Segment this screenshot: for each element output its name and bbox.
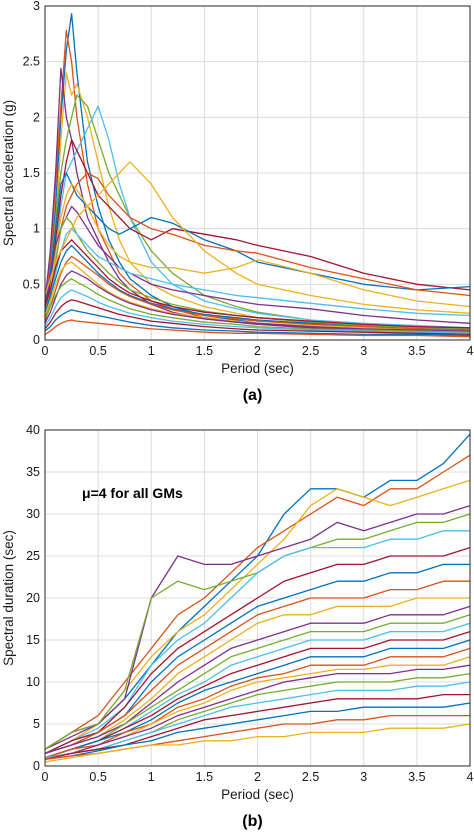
series-line-a-17 (44, 261, 471, 332)
x-tick-label: 3.5 (408, 770, 425, 784)
series-line-a-12 (44, 216, 471, 330)
y-tick-label: 40 (26, 423, 40, 437)
x-tick-label: 2 (254, 770, 261, 784)
x-tick-label: 3 (360, 770, 367, 784)
series-line-b-12 (44, 614, 471, 759)
series-line-b-10 (44, 597, 470, 755)
series-line-a-18 (44, 270, 471, 332)
series-line-b-15 (44, 639, 471, 759)
y-tick-label: 1.5 (23, 166, 40, 180)
series-line-a-21 (44, 299, 471, 336)
x-tick-labels-a: 0 0.5 1 1.5 2 2.5 3 3.5 4 (42, 344, 474, 358)
y-tick-labels-b: 0 5 10 15 20 25 30 35 40 (26, 423, 40, 773)
series-line-a-10 (44, 183, 471, 313)
x-tick-label: 1 (148, 770, 155, 784)
series-line-a-13 (44, 228, 471, 318)
plot-frame-b (44, 429, 471, 767)
y-tick-label: 0 (33, 759, 40, 773)
y-tick-label: 3 (33, 0, 40, 13)
y-tick-label: 35 (26, 465, 40, 479)
series-line-a-22 (44, 309, 471, 337)
series-line-a-14 (44, 239, 471, 329)
series-line-b-7 (44, 546, 471, 754)
series-line-b-16 (44, 647, 471, 759)
series-line-b-2 (44, 454, 471, 750)
x-tick-label: 1 (148, 344, 155, 358)
x-tick-label: 0 (42, 344, 49, 358)
panel-label-b: (b) (242, 813, 262, 830)
series-layer-b (44, 433, 471, 763)
series-line-b-22 (44, 702, 471, 760)
x-tick-label: 2.5 (302, 770, 319, 784)
series-line-a-24 (44, 161, 471, 314)
x-tick-labels-b: 0 0.5 1 1.5 2 2.5 3 3.5 4 (42, 770, 474, 784)
x-tick-label: 0 (42, 770, 49, 784)
x-tick-label: 3.5 (408, 344, 425, 358)
series-line-b-24 (44, 723, 471, 763)
x-tick-label: 3 (360, 344, 367, 358)
series-line-b-4 (44, 504, 471, 750)
series-line-b-11 (44, 605, 471, 755)
y-tick-label: 1 (33, 222, 40, 236)
y-tick-label: 0.5 (23, 277, 40, 291)
series-line-a-6 (44, 105, 471, 329)
series-line-a-23 (44, 319, 471, 338)
panel-label-a: (a) (243, 387, 263, 404)
series-line-b-6 (44, 530, 470, 754)
series-line-b-18 (44, 664, 471, 759)
series-line-a-9 (44, 172, 471, 318)
y-tick-label: 25 (26, 549, 40, 563)
y-axis-label-a: Spectral acceleration (g) (1, 100, 16, 246)
y-tick-label: 0 (33, 333, 40, 347)
x-tick-label: 2.5 (302, 344, 319, 358)
y-tick-label: 20 (26, 591, 40, 605)
x-tick-label: 0.5 (89, 770, 106, 784)
series-line-a-20 (44, 289, 471, 334)
series-line-b-9 (44, 580, 470, 755)
x-tick-label: 1.5 (196, 770, 213, 784)
series-layer-a (44, 13, 471, 338)
x-tick-label: 2 (254, 344, 261, 358)
y-tick-label: 2.5 (23, 55, 40, 69)
y-tick-label: 5 (33, 717, 40, 731)
series-line-a-15 (44, 244, 471, 331)
y-tick-label: 10 (26, 675, 40, 689)
series-line-a-19 (44, 278, 471, 333)
x-tick-label: 4 (467, 770, 474, 784)
annotation-b: μ=4 for all GMs (82, 485, 183, 501)
series-line-a-7 (44, 138, 471, 313)
series-line-a-4 (44, 67, 471, 333)
series-line-b-20 (44, 681, 471, 759)
y-axis-label-b: Spectral duration (sec) (1, 530, 16, 666)
y-tick-label: 2 (33, 110, 40, 124)
y-tick-label: 30 (26, 507, 40, 521)
y-tick-label: 15 (26, 633, 40, 647)
chart-panel-a: 0 0.5 1 1.5 2 2.5 3 3.5 4 0 0.5 1 1.5 2 2.5 3 Period (… (1, 0, 474, 404)
x-axis-label-a: Period (sec) (221, 361, 294, 376)
plot-frame-a (44, 5, 471, 341)
x-tick-label: 0.5 (89, 344, 106, 358)
x-tick-label: 1.5 (196, 344, 213, 358)
series-line-a-8 (44, 172, 471, 307)
x-axis-label-b: Period (sec) (221, 787, 294, 802)
series-line-b-14 (44, 630, 471, 759)
chart-panel-b: 0 0.5 1 1.5 2 2.5 3 3.5 4 0 5 10 15 20 25 30 35 40 Perio… (1, 423, 474, 830)
x-tick-label: 4 (467, 344, 474, 358)
y-tick-labels-a: 0 0.5 1 1.5 2 2.5 3 (23, 0, 40, 347)
